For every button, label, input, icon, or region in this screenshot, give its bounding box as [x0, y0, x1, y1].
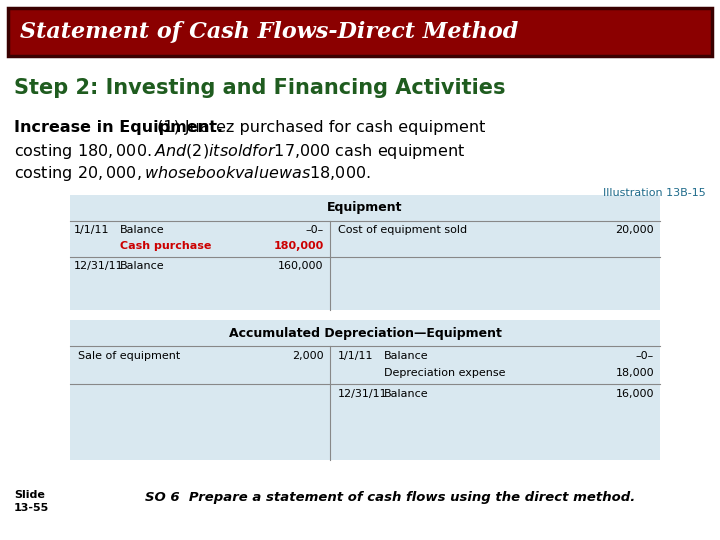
Text: 1/1/11: 1/1/11	[338, 351, 373, 361]
Text: costing $180,000.  And (2) it sold for $17,000 cash equipment: costing $180,000. And (2) it sold for $1…	[14, 142, 465, 161]
Text: –0–: –0–	[636, 351, 654, 361]
Text: Balance: Balance	[120, 261, 165, 271]
Text: –0–: –0–	[305, 225, 323, 235]
Text: 2,000: 2,000	[292, 351, 323, 361]
Text: 13-55: 13-55	[14, 503, 49, 513]
Text: Balance: Balance	[384, 389, 428, 399]
Text: Depreciation expense: Depreciation expense	[384, 368, 505, 378]
Text: Sale of equipment: Sale of equipment	[78, 351, 180, 361]
Text: Cash purchase: Cash purchase	[120, 241, 212, 251]
Bar	[8, 8, 712, 56]
Text: Balance: Balance	[384, 351, 428, 361]
Text: 160,000: 160,000	[278, 261, 323, 271]
Text: Increase in Equipment.: Increase in Equipment.	[14, 120, 223, 135]
Bar	[70, 320, 660, 460]
Text: Cost of equipment sold: Cost of equipment sold	[338, 225, 467, 235]
Text: Accumulated Depreciation—Equipment: Accumulated Depreciation—Equipment	[228, 327, 501, 340]
Text: Balance: Balance	[120, 225, 165, 235]
Text: 18,000: 18,000	[616, 368, 654, 378]
Text: SO 6  Prepare a statement of cash flows using the direct method.: SO 6 Prepare a statement of cash flows u…	[145, 491, 635, 504]
Text: 16,000: 16,000	[616, 389, 654, 399]
Text: Equipment: Equipment	[328, 201, 402, 214]
Text: 1/1/11: 1/1/11	[74, 225, 109, 235]
Text: 180,000: 180,000	[274, 241, 323, 251]
Text: 12/31/11: 12/31/11	[74, 261, 124, 271]
Text: 12/31/11: 12/31/11	[338, 389, 387, 399]
Text: Slide: Slide	[14, 490, 45, 500]
Text: Illustration 13B-15: Illustration 13B-15	[603, 188, 706, 198]
Text: 20,000: 20,000	[616, 225, 654, 235]
Text: Statement of Cash Flows-Direct Method: Statement of Cash Flows-Direct Method	[20, 21, 518, 43]
Text: costing $20,000, whose book value was $18,000.: costing $20,000, whose book value was $1…	[14, 164, 371, 183]
Text: Step 2: Investing and Financing Activities: Step 2: Investing and Financing Activiti…	[14, 78, 505, 98]
Text: (1) Juarez purchased for cash equipment: (1) Juarez purchased for cash equipment	[152, 120, 485, 135]
Bar	[70, 195, 660, 310]
